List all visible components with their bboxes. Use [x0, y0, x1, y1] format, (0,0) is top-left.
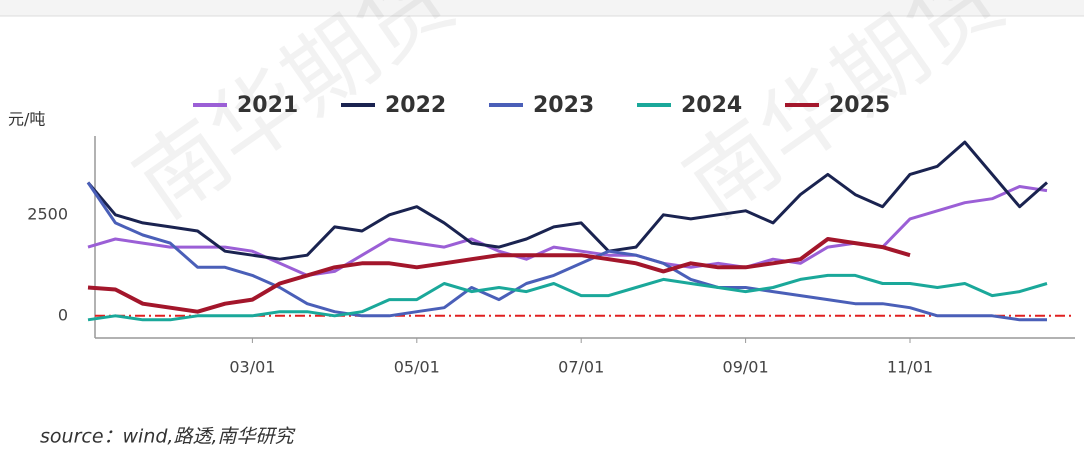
source: source：wind,路透,南华研究 [40, 426, 297, 448]
series-line [87, 273, 1048, 322]
series-line [87, 237, 911, 314]
x-tick-label: 07/01 [558, 358, 604, 377]
legend-label: 2022 [385, 93, 446, 118]
top-band [0, 0, 1084, 16]
series-line [86, 181, 1047, 322]
x-tick-label: 11/01 [887, 358, 933, 377]
legend-label: 2025 [829, 93, 890, 118]
x-tick-label: 05/01 [394, 358, 440, 377]
legend-label: 2023 [533, 93, 594, 118]
x-tick-label: 09/01 [723, 358, 769, 377]
series-line [87, 185, 1048, 277]
y-tick-label: 0 [58, 305, 68, 324]
x-tick-label: 03/01 [229, 358, 275, 377]
legend-label: 2024 [681, 93, 742, 118]
y-tick-label: 2500 [27, 204, 68, 223]
y-axis-label: 元/吨 [8, 110, 45, 129]
series-line [86, 140, 1048, 261]
legend-label: 2021 [237, 93, 298, 118]
watermark: 南华期货 [117, 0, 472, 238]
